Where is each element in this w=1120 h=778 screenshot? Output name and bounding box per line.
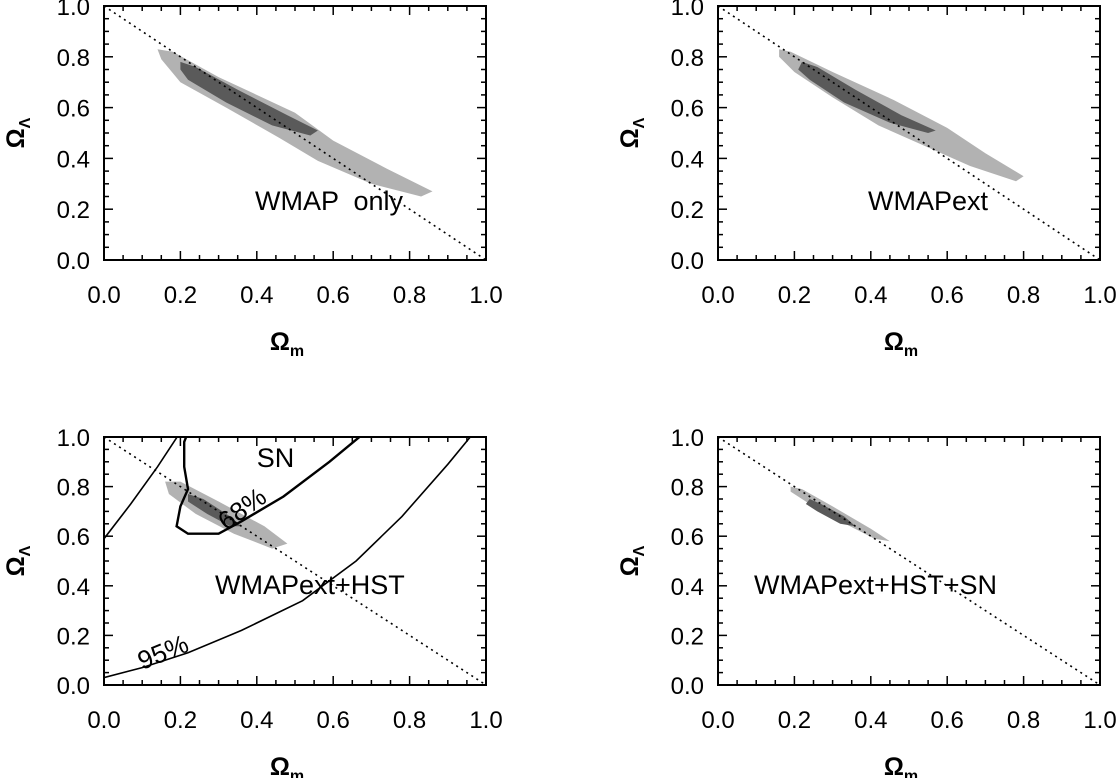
- y-tick-label: 0.2: [57, 623, 90, 650]
- x-tick-label: 0.6: [931, 282, 964, 309]
- panel-wmap-only: 0.0 0.2 0.4 0.6 0.8 1.0 0.0 0.2 0.4 0.6 0.8 1.0 Ωm ΩΛ…: [2, 0, 503, 360]
- sn-label: SN: [257, 443, 295, 473]
- y-tick-label: 0.6: [57, 96, 90, 123]
- y-axis-label: ΩΛ: [2, 545, 34, 576]
- x-axis-label-subscript: m: [290, 343, 304, 360]
- x-axis-label-subscript: m: [904, 343, 918, 360]
- tick-marks: [717, 436, 1101, 686]
- y-tick-label: 0.0: [671, 248, 704, 275]
- y-tick-label: 0.4: [671, 146, 704, 173]
- x-tick-label: 0.6: [931, 707, 964, 734]
- tick-marks: [717, 5, 1101, 261]
- x-tick-label: 0.6: [317, 282, 350, 309]
- y-axis-label-subscript: Λ: [631, 117, 648, 128]
- y-tick-label: 1.0: [57, 0, 90, 21]
- x-axis-label: Ωm: [884, 328, 918, 360]
- panel-label: WMAPext+HST+SN: [754, 570, 997, 600]
- x-tick-label: 0.2: [164, 282, 197, 309]
- y-tick-label: 0.0: [57, 673, 90, 700]
- flat-universe-line: [718, 6, 1100, 260]
- y-tick-label: 0.8: [57, 45, 90, 72]
- y-axis-label-subscript: Λ: [17, 545, 34, 556]
- y-tick-label: 0.8: [57, 475, 90, 502]
- y-tick-label: 0.6: [671, 96, 704, 123]
- x-tick-label: 1.0: [1083, 707, 1116, 734]
- y-tick-label: 0.4: [57, 574, 90, 601]
- x-tick-label: 0.6: [317, 707, 350, 734]
- y-tick-label: 0.0: [57, 248, 90, 275]
- x-axis-label-subscript: m: [290, 768, 304, 778]
- x-tick-label: 1.0: [469, 707, 502, 734]
- y-tick-label: 1.0: [671, 425, 704, 452]
- x-tick-label: 0.8: [393, 707, 426, 734]
- x-axis-label: Ωm: [884, 753, 918, 778]
- y-tick-label: 0.0: [671, 673, 704, 700]
- x-tick-label: 0.0: [701, 707, 734, 734]
- x-axis-label: Ωm: [270, 328, 304, 360]
- tick-marks: [103, 5, 487, 261]
- y-axis-label: ΩΛ: [616, 117, 648, 148]
- y-tick-label: 0.8: [671, 475, 704, 502]
- x-tick-label: 0.4: [854, 282, 887, 309]
- x-axis-label-subscript: m: [904, 768, 918, 778]
- y-axis-label-subscript: Λ: [631, 545, 648, 556]
- y-axis-label: ΩΛ: [2, 117, 34, 148]
- panel-label: WMAP only: [255, 186, 404, 216]
- plot-area: [104, 6, 486, 260]
- region-68pct: [180, 61, 318, 136]
- flat-universe-line: [104, 437, 486, 685]
- panel-wmapext-hst: 0.0 0.2 0.4 0.6 0.8 1.0 0.0 0.2 0.4 0.6 0.8 1.0 Ωm ΩΛ…: [2, 425, 503, 778]
- y-tick-label: 0.2: [671, 197, 704, 224]
- y-tick-label: 0.2: [671, 623, 704, 650]
- sn-contour-95pct: [104, 437, 179, 540]
- x-tick-label: 1.0: [469, 282, 502, 309]
- region-68pct: [188, 494, 242, 527]
- y-tick-label: 0.4: [671, 574, 704, 601]
- y-axis-label: ΩΛ: [616, 545, 648, 576]
- y-tick-label: 1.0: [57, 425, 90, 452]
- panel-label: WMAPext+HST: [215, 570, 405, 600]
- x-tick-label: 0.2: [778, 282, 811, 309]
- x-tick-label: 0.2: [778, 707, 811, 734]
- y-axis-label-subscript: Λ: [17, 117, 34, 128]
- region-95pct: [790, 486, 890, 542]
- x-tick-label: 0.4: [240, 282, 273, 309]
- sn-contour-68pct: [175, 437, 362, 535]
- y-tick-label: 0.2: [57, 197, 90, 224]
- x-tick-label: 1.0: [1083, 282, 1116, 309]
- panel-label: WMAPext: [868, 186, 989, 216]
- tick-marks: [103, 436, 487, 686]
- x-tick-label: 0.0: [87, 707, 120, 734]
- x-tick-label: 0.8: [1007, 282, 1040, 309]
- x-tick-label: 0.0: [701, 282, 734, 309]
- region-68pct: [798, 61, 936, 133]
- x-tick-label: 0.8: [1007, 707, 1040, 734]
- y-tick-label: 0.6: [671, 524, 704, 551]
- plot-area: [104, 437, 486, 685]
- x-tick-label: 0.4: [854, 707, 887, 734]
- contour-label-95: 95%: [133, 628, 192, 675]
- plot-area: [718, 6, 1100, 260]
- x-tick-label: 0.2: [164, 707, 197, 734]
- y-tick-label: 0.6: [57, 524, 90, 551]
- plot-area: [718, 437, 1100, 685]
- y-tick-label: 1.0: [671, 0, 704, 21]
- y-tick-label: 0.4: [57, 146, 90, 173]
- region-68pct: [805, 499, 856, 527]
- sn-contour-95pct: [104, 437, 472, 679]
- panel-wmapext-hst-sn: 0.0 0.2 0.4 0.6 0.8 1.0 0.0 0.2 0.4 0.6 0.8 1.0 Ωm ΩΛ…: [616, 425, 1117, 778]
- x-tick-label: 0.4: [240, 707, 273, 734]
- y-tick-label: 0.8: [671, 45, 704, 72]
- x-tick-label: 0.8: [393, 282, 426, 309]
- flat-universe-line: [718, 437, 1100, 685]
- x-tick-label: 0.0: [87, 282, 120, 309]
- flat-universe-line: [104, 6, 486, 260]
- x-axis-label: Ωm: [270, 753, 304, 778]
- plot-frame: [717, 436, 1101, 686]
- panel-wmapext: 0.0 0.2 0.4 0.6 0.8 1.0 0.0 0.2 0.4 0.6 0.8 1.0 Ωm ΩΛ…: [616, 0, 1117, 360]
